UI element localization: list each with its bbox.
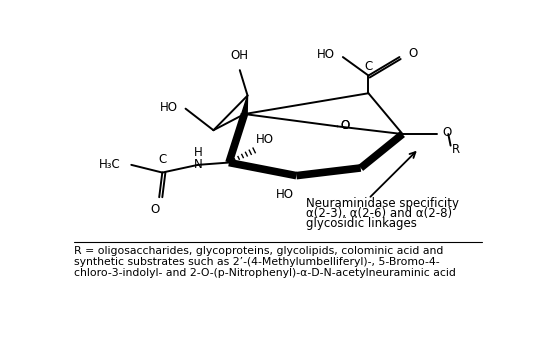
Text: OH: OH <box>231 49 249 62</box>
Text: N: N <box>193 158 202 171</box>
Text: HO: HO <box>317 48 335 61</box>
Text: O: O <box>409 47 418 60</box>
Text: C: C <box>364 60 372 73</box>
Text: chloro-3-indolyl- and 2-O-(p-Nitrophenyl)-α-D-N-acetylneuraminic acid: chloro-3-indolyl- and 2-O-(p-Nitrophenyl… <box>74 268 456 278</box>
Text: C: C <box>158 153 166 166</box>
Text: H₃C: H₃C <box>99 158 120 171</box>
Text: HO: HO <box>256 132 274 145</box>
Text: R: R <box>452 143 460 156</box>
Text: synthetic substrates such as 2’-(4-Methylumbelliferyl)-, 5-Bromo-4-: synthetic substrates such as 2’-(4-Methy… <box>74 257 440 267</box>
Text: O: O <box>150 203 159 216</box>
Text: α(2-3), α(2-6) and α(2-8): α(2-3), α(2-6) and α(2-8) <box>306 207 453 220</box>
Text: O: O <box>443 126 452 139</box>
Text: Neuraminidase specificity: Neuraminidase specificity <box>306 197 460 210</box>
Text: O: O <box>340 119 350 132</box>
Text: R = oligosaccharides, glycoproteins, glycolipids, colominic acid and: R = oligosaccharides, glycoproteins, gly… <box>74 247 443 256</box>
Text: glycosidic linkages: glycosidic linkages <box>306 217 417 230</box>
Text: HO: HO <box>276 188 294 201</box>
Polygon shape <box>242 95 248 114</box>
Text: O: O <box>340 119 350 132</box>
Text: H: H <box>193 146 202 159</box>
Text: HO: HO <box>160 100 178 114</box>
